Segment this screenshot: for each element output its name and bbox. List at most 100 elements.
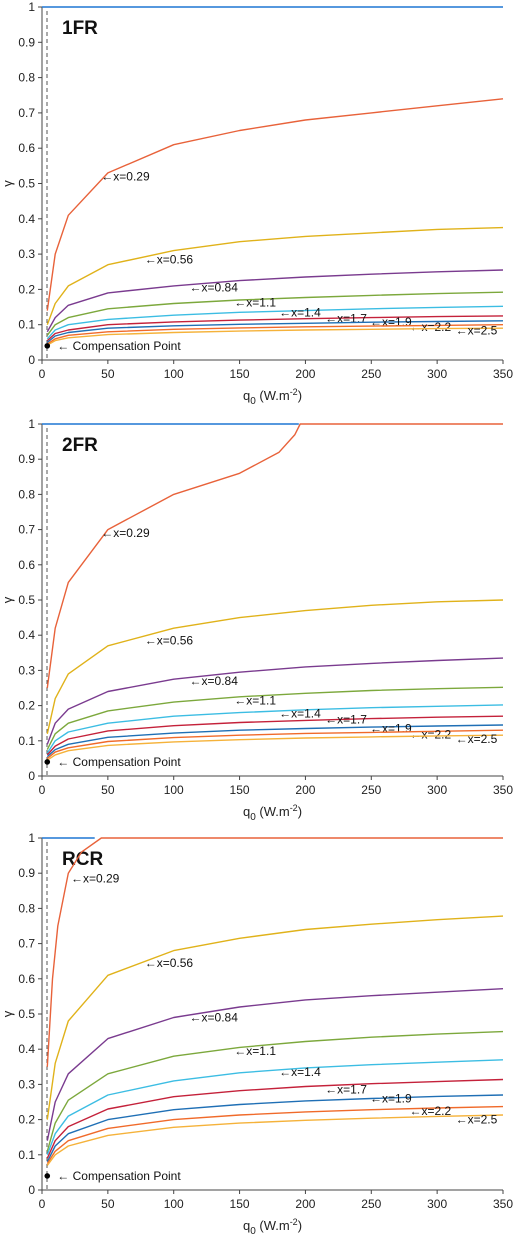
x-tick-label: 300 xyxy=(427,1197,447,1211)
x-tick-label: 250 xyxy=(361,783,381,797)
series-line-x0.56 xyxy=(46,915,504,1120)
panel-title: 2FR xyxy=(62,435,98,456)
x-tick-label: 250 xyxy=(361,1197,381,1211)
series-line-x1.1 xyxy=(46,1030,504,1152)
x-axis-label: q0 (W.m-2) xyxy=(243,1217,302,1237)
compensation-point-label: ← Compensation Point xyxy=(57,755,181,769)
y-tick-label: 0.9 xyxy=(18,452,35,466)
x-tick-label: 100 xyxy=(164,1197,184,1211)
series-line-x0.84 xyxy=(46,657,504,745)
x-axis-label-unit: (W.m xyxy=(256,1218,290,1233)
y-tick-label: 0.9 xyxy=(18,35,35,49)
series-line-x1.1 xyxy=(46,291,504,336)
x-axis-label-unit: (W.m xyxy=(256,388,290,403)
x-tick-label: 200 xyxy=(295,783,315,797)
series-line-x0.56 xyxy=(46,599,504,734)
x-tick-label: 100 xyxy=(164,783,184,797)
x-tick-label: 50 xyxy=(101,367,115,381)
x-tick-label: 350 xyxy=(493,783,513,797)
x-axis-label-close: ) xyxy=(298,1218,302,1233)
x-tick-label: 200 xyxy=(295,367,315,381)
x-axis-label-main: q xyxy=(243,804,250,819)
y-tick-label: 0.3 xyxy=(18,663,35,677)
x-tick-label: 0 xyxy=(39,783,46,797)
series-label: ←x=0.56 xyxy=(145,633,194,647)
series-line-x0.84 xyxy=(46,988,504,1141)
compensation-point-label: ← Compensation Point xyxy=(57,339,181,353)
x-axis-label-subscript: 0 xyxy=(250,396,256,407)
series-label: ←x=1.9 xyxy=(370,315,412,329)
series-label: ←x=0.56 xyxy=(145,252,194,266)
x-axis-label-superscript: -2 xyxy=(290,803,298,813)
compensation-point-label: ← Compensation Point xyxy=(57,1169,181,1183)
series-label: ←x=1.4 xyxy=(279,305,321,319)
chart-panel-1: 0 0.1 0.2 0.3 0.4 0.5 0.6 0.7 0.8 0.9 1 0 50 100 150 20… xyxy=(0,0,513,407)
y-tick-label: 0.4 xyxy=(18,1042,35,1056)
series-line-x2.2 xyxy=(46,729,504,759)
series-line-x2.5 xyxy=(46,327,504,346)
y-tick-label: 1 xyxy=(28,831,35,845)
x-tick-label: 50 xyxy=(101,783,115,797)
y-tick-label: 0.7 xyxy=(18,106,35,120)
y-tick-label: 0.5 xyxy=(18,593,35,607)
series-line-x1.9 xyxy=(46,320,504,343)
x-axis-label-close: ) xyxy=(298,388,302,403)
series-label: ←x=0.29 xyxy=(101,169,150,183)
series-label: ←x=1.1 xyxy=(234,295,276,309)
compensation-point-marker xyxy=(44,1173,51,1179)
x-tick-label: 100 xyxy=(164,367,184,381)
compensation-point-marker xyxy=(44,343,51,349)
series-line-x0.29 xyxy=(46,98,504,311)
series-label: ←x=2.2 xyxy=(409,1104,451,1118)
y-tick-label: 0.6 xyxy=(18,558,35,572)
y-tick-label: 1 xyxy=(28,0,35,14)
y-axis-label: γ xyxy=(0,1010,15,1017)
y-tick-label: 0.2 xyxy=(18,1113,35,1127)
series-line-x1.9 xyxy=(46,1094,504,1163)
x-axis-label-unit: (W.m xyxy=(256,804,290,819)
chart-panel-2: 0 0.1 0.2 0.3 0.4 0.5 0.6 0.7 0.8 0.9 1 0 50 100 150 20… xyxy=(0,417,513,823)
y-tick-label: 0.8 xyxy=(18,71,35,85)
series-label: ←x=0.84 xyxy=(190,674,239,688)
series-line-x0.29 xyxy=(46,423,503,689)
series-label: ←x=1.4 xyxy=(279,707,321,721)
y-tick-label: 0 xyxy=(28,769,35,783)
y-tick-label: 0 xyxy=(28,1183,35,1197)
series-label: ←x=1.9 xyxy=(370,721,412,735)
series-line-x2.5 xyxy=(46,734,504,761)
y-tick-label: 0.1 xyxy=(18,1148,35,1162)
y-tick-label: 0.2 xyxy=(18,699,35,713)
series-label: ←x=0.84 xyxy=(190,281,239,295)
series-label: ←x=1.9 xyxy=(370,1091,412,1105)
y-tick-label: 0.2 xyxy=(18,282,35,296)
x-tick-label: 150 xyxy=(230,367,250,381)
chart-panel-3: 0 0.1 0.2 0.3 0.4 0.5 0.6 0.7 0.8 0.9 1 0 50 100 150 20… xyxy=(0,831,513,1237)
series-line-x2.2 xyxy=(46,1105,504,1164)
series-label: ←x=1.1 xyxy=(234,1044,276,1058)
series-label: ←x=0.84 xyxy=(190,1011,239,1025)
x-axis-label-main: q xyxy=(243,1218,250,1233)
series-label: ←x=1.7 xyxy=(325,1083,367,1097)
y-tick-label: 0.7 xyxy=(18,523,35,537)
x-axis-label-superscript: -2 xyxy=(290,1217,298,1227)
x-axis-label-close: ) xyxy=(298,804,302,819)
x-axis-label: q0 (W.m-2) xyxy=(243,387,302,407)
series-line-x2.5 xyxy=(46,1114,504,1166)
compensation-point-marker xyxy=(44,759,51,765)
panel-title: RCR xyxy=(62,849,103,870)
y-tick-label: 0.9 xyxy=(18,866,35,880)
y-axis-label: γ xyxy=(0,180,15,187)
x-axis-label-superscript: -2 xyxy=(290,387,298,397)
y-tick-label: 0.8 xyxy=(18,901,35,915)
x-tick-label: 150 xyxy=(230,1197,250,1211)
y-tick-label: 0.8 xyxy=(18,487,35,501)
y-tick-label: 1 xyxy=(28,417,35,431)
x-axis-label: q0 (W.m-2) xyxy=(243,803,302,823)
series-line-x1.1 xyxy=(46,686,504,750)
series-line-x0.56 xyxy=(46,226,504,325)
series-label: ←x=2.2 xyxy=(409,727,451,741)
x-tick-label: 250 xyxy=(361,367,381,381)
y-tick-label: 0 xyxy=(28,353,35,367)
x-tick-label: 200 xyxy=(295,1197,315,1211)
x-tick-label: 350 xyxy=(493,1197,513,1211)
